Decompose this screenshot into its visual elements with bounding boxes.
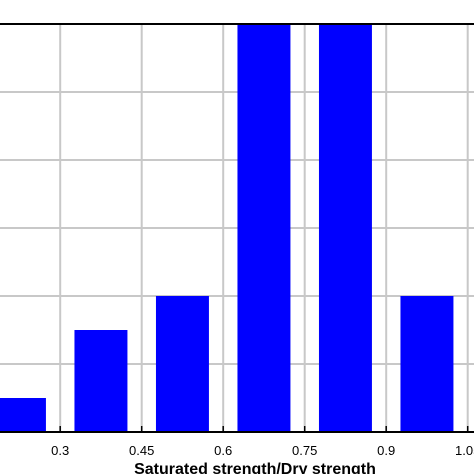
bar-4 — [318, 24, 372, 432]
x-tick-label-1: 0.45 — [129, 443, 154, 458]
x-tick-label-0: 0.3 — [51, 443, 69, 458]
bar-1 — [74, 330, 128, 432]
x-tick-label-3: 0.75 — [292, 443, 317, 458]
bar-5 — [400, 296, 454, 432]
x-tick-label-2: 0.6 — [214, 443, 232, 458]
bar-2 — [155, 296, 209, 432]
bar-0 — [0, 398, 46, 432]
x-tick-label-4: 0.9 — [377, 443, 395, 458]
bars — [0, 24, 454, 432]
x-tick-label-5: 1.05 — [455, 443, 474, 458]
x-axis-label: Saturated strength/Dry strength — [134, 461, 376, 474]
x-ticks: 0.3 0.45 0.6 0.75 0.9 1.05 — [51, 426, 474, 458]
plot-frame — [0, 23, 474, 433]
bar-3 — [237, 24, 291, 432]
